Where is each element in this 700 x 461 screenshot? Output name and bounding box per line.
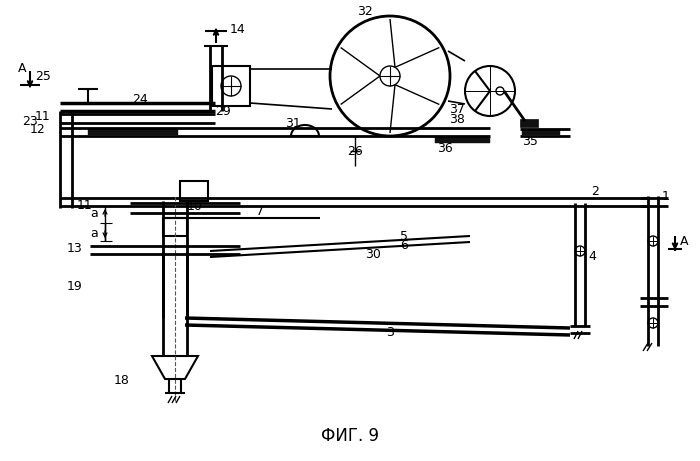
Text: 5: 5 — [400, 230, 408, 242]
Bar — [212, 66, 250, 106]
Text: 30: 30 — [365, 248, 381, 260]
Text: 2: 2 — [591, 184, 599, 197]
Text: 32: 32 — [357, 5, 373, 18]
Text: 13: 13 — [66, 242, 82, 254]
Text: А: А — [680, 235, 689, 248]
Text: 4: 4 — [588, 249, 596, 262]
Text: 25: 25 — [35, 70, 51, 83]
Text: a: a — [90, 207, 98, 219]
Text: 37: 37 — [449, 102, 465, 116]
Bar — [435, 137, 490, 143]
Text: 36: 36 — [437, 142, 453, 154]
Text: ФИГ. 9: ФИГ. 9 — [321, 427, 379, 445]
Text: 26: 26 — [347, 144, 363, 158]
Text: 14: 14 — [230, 23, 246, 35]
Text: А: А — [18, 61, 27, 75]
Text: 18: 18 — [114, 374, 130, 388]
Text: 11: 11 — [76, 199, 92, 212]
Text: 38: 38 — [449, 112, 465, 125]
Text: 29: 29 — [215, 105, 231, 118]
Bar — [88, 129, 178, 135]
Text: 12: 12 — [29, 123, 45, 136]
Text: 10: 10 — [187, 200, 203, 213]
Text: 1: 1 — [662, 189, 670, 202]
Text: 7: 7 — [256, 205, 264, 218]
Bar — [522, 130, 560, 135]
Text: 6: 6 — [400, 238, 408, 252]
Text: 35: 35 — [522, 135, 538, 148]
Text: 19: 19 — [66, 279, 82, 292]
Bar — [180, 181, 208, 201]
Text: 24: 24 — [132, 93, 148, 106]
Text: 31: 31 — [285, 117, 301, 130]
Text: a: a — [90, 226, 98, 240]
Text: 3: 3 — [386, 326, 394, 339]
Bar — [520, 119, 538, 127]
Text: 11: 11 — [34, 110, 50, 123]
Bar — [163, 218, 187, 236]
Text: 23: 23 — [22, 114, 38, 128]
